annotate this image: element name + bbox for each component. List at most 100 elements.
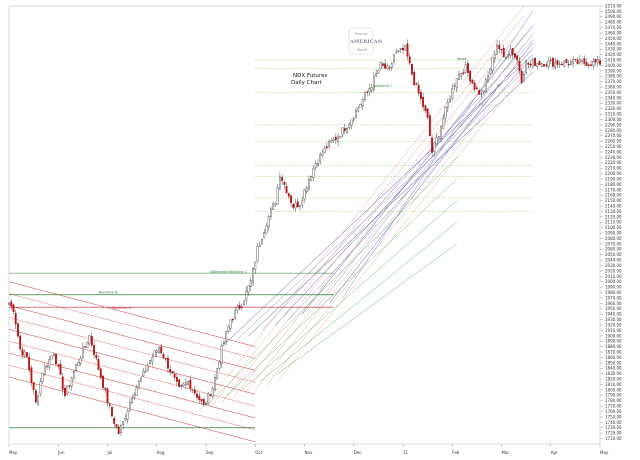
y-tick-label: 2150.00 <box>605 198 622 203</box>
candle-body <box>572 59 575 64</box>
candle-body <box>433 142 436 153</box>
candle-body <box>276 187 279 205</box>
candle-body <box>397 50 400 52</box>
candle-body <box>19 335 22 350</box>
candle-body <box>552 57 554 67</box>
candle-body <box>135 387 138 396</box>
y-tick-label: 2460.00 <box>605 30 622 35</box>
candle-body <box>220 345 223 364</box>
candle-body <box>70 377 73 387</box>
candle-body <box>209 394 212 396</box>
x-tick-label: Jul <box>107 450 113 455</box>
y-tick-label: 1730.00 <box>605 425 622 430</box>
candle-body <box>50 355 53 360</box>
candle-body <box>182 383 185 387</box>
uptrend-fan-line <box>342 10 534 299</box>
y-tick-label: 2040.00 <box>605 258 622 263</box>
candle-body <box>323 147 326 153</box>
candle-body <box>317 163 319 166</box>
candle-body <box>301 200 304 206</box>
candle-body <box>211 388 214 397</box>
uptrend-fan-line <box>261 39 534 331</box>
candle-body <box>272 203 275 210</box>
y-tick-label: 1710.00 <box>605 436 622 441</box>
y-tick-label: 2400.00 <box>605 63 622 68</box>
candle-body <box>330 140 333 143</box>
green-support-line <box>241 200 457 391</box>
candle-body <box>487 75 489 82</box>
candle-body <box>155 350 158 353</box>
red-fan-line <box>255 54 525 391</box>
green-support-line <box>277 243 457 374</box>
y-tick-label: 1750.00 <box>605 414 622 419</box>
y-tick-label: 2290.00 <box>605 122 622 127</box>
y-tick-label: 2430.00 <box>605 47 622 52</box>
red-fan-line <box>266 64 525 386</box>
candle-body <box>540 63 543 67</box>
candle-body <box>482 90 485 93</box>
y-tick-label: 2080.00 <box>605 236 622 241</box>
y-tick-label: 1860.00 <box>605 355 622 360</box>
y-tick-label: 2000.00 <box>605 279 622 284</box>
candle-body <box>167 357 169 369</box>
candle-body <box>359 104 362 108</box>
candle-body <box>538 61 541 66</box>
candle-body <box>469 70 472 82</box>
candle-body <box>514 53 516 58</box>
x-tick-label: Jun <box>57 450 65 455</box>
candle-body <box>547 60 550 68</box>
candle-body <box>196 393 198 398</box>
candle-body <box>449 99 451 103</box>
y-tick-label: 2260.00 <box>605 139 622 144</box>
candle-body <box>500 48 503 51</box>
y-tick-label: 2330.00 <box>605 101 622 106</box>
candle-body <box>558 63 561 65</box>
candle-body <box>122 421 125 425</box>
y-tick-label: 1720.00 <box>605 431 622 436</box>
y-tick-label: 1890.00 <box>605 339 622 344</box>
candle-body <box>561 63 563 66</box>
y-tick-label: 2050.00 <box>605 252 622 257</box>
candle-body <box>243 300 245 306</box>
candle-body <box>592 60 595 66</box>
candle-body <box>467 63 469 73</box>
candle-body <box>507 54 510 57</box>
y-tick-label: 2490.00 <box>605 14 622 19</box>
candle-body <box>332 138 335 141</box>
candle-body <box>312 168 315 178</box>
candle-body <box>491 57 494 71</box>
candle-body <box>231 319 234 321</box>
candle-body <box>567 63 570 66</box>
y-tick-label: 1760.00 <box>605 409 622 414</box>
candle-body <box>484 79 487 93</box>
y-tick-label: 2500.00 <box>605 9 622 14</box>
annotation: P2 <box>479 103 483 107</box>
candle-body <box>102 375 104 388</box>
candle-body <box>30 367 33 383</box>
candle-body <box>133 394 136 398</box>
candle-body <box>236 306 239 311</box>
y-tick-label: 1930.00 <box>605 317 622 322</box>
y-tick-label: 1980.00 <box>605 290 622 295</box>
candle-body <box>48 359 51 368</box>
candle-body <box>214 376 216 391</box>
candle-body <box>285 186 288 194</box>
y-tick-label: 2200.00 <box>605 171 622 176</box>
candle-body <box>314 163 317 168</box>
candle-body <box>364 92 366 100</box>
y-tick-label: 1900.00 <box>605 333 622 338</box>
y-tick-label: 2070.00 <box>605 241 622 246</box>
candle-body <box>95 355 98 359</box>
candle-body <box>278 176 281 189</box>
y-tick-label: 2280.00 <box>605 128 622 133</box>
y-tick-label: 1910.00 <box>605 328 622 333</box>
candle-body <box>350 119 353 126</box>
candle-body <box>171 371 174 374</box>
downtrend-channel-line <box>8 341 256 407</box>
x-tick-label: Oct <box>255 450 262 455</box>
y-tick-label: 1830.00 <box>605 371 622 376</box>
candle-body <box>8 303 10 305</box>
y-tick-label: 2440.00 <box>605 41 622 46</box>
candle-body <box>218 361 221 369</box>
